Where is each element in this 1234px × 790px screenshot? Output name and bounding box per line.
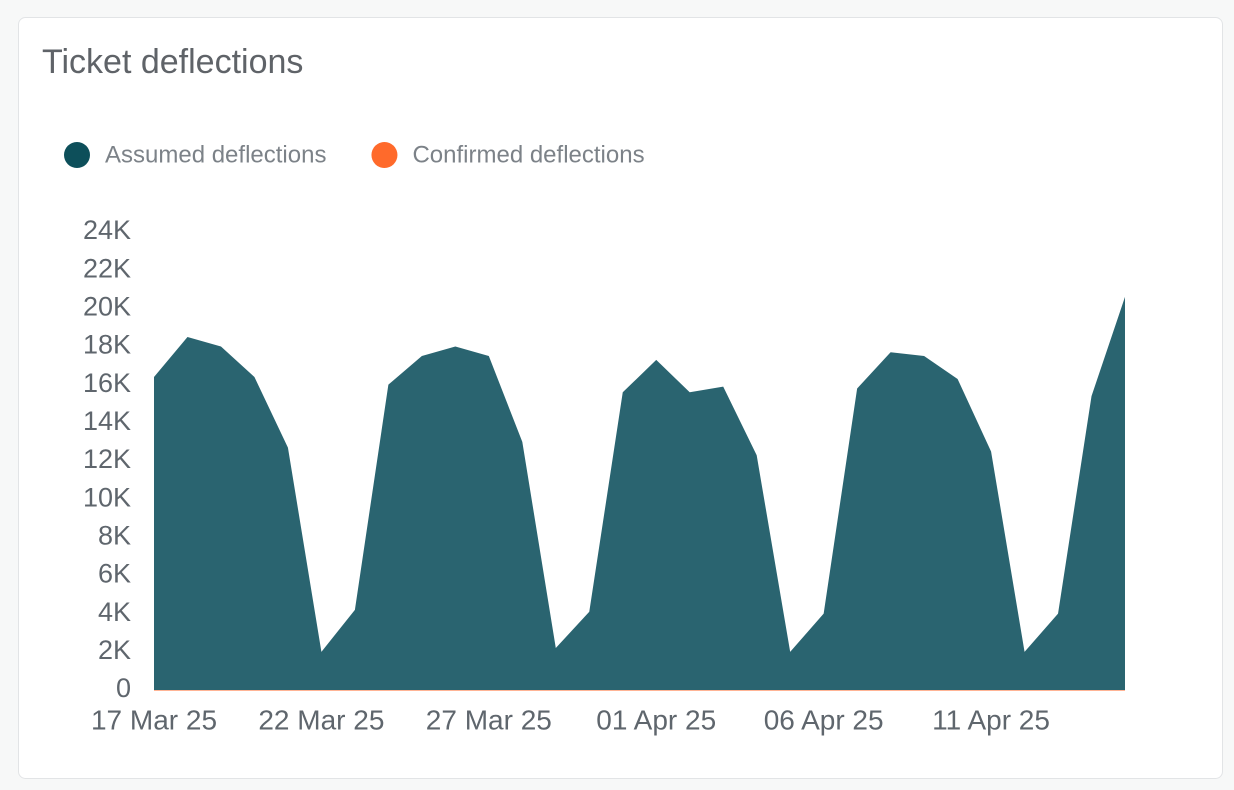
y-tick-label: 6K xyxy=(98,559,131,589)
x-tick-label: 22 Mar 25 xyxy=(258,704,384,735)
legend-label: Assumed deflections xyxy=(105,141,326,168)
y-tick-label: 10K xyxy=(83,482,131,512)
x-tick-label: 27 Mar 25 xyxy=(426,704,552,735)
y-tick-label: 0 xyxy=(116,673,131,703)
y-tick-label: 24K xyxy=(83,215,131,245)
x-tick-label: 01 Apr 25 xyxy=(596,704,716,735)
x-tick-label: 17 Mar 25 xyxy=(91,704,217,735)
y-tick-label: 22K xyxy=(83,253,131,283)
y-tick-label: 12K xyxy=(83,444,131,474)
y-tick-label: 18K xyxy=(83,330,131,360)
legend-swatch xyxy=(371,142,398,168)
legend-label: Confirmed deflections xyxy=(412,141,644,168)
y-tick-label: 8K xyxy=(98,520,131,550)
y-tick-label: 14K xyxy=(83,406,131,436)
y-tick-label: 16K xyxy=(83,368,131,398)
x-tick-label: 06 Apr 25 xyxy=(764,704,884,735)
y-tick-label: 2K xyxy=(98,635,131,665)
y-tick-label: 4K xyxy=(98,597,131,627)
area xyxy=(154,296,1125,690)
y-tick-label: 20K xyxy=(83,291,131,321)
x-tick-label: 11 Apr 25 xyxy=(932,704,1050,735)
chart-title: Ticket deflections xyxy=(42,43,303,81)
legend-swatch xyxy=(64,142,90,168)
